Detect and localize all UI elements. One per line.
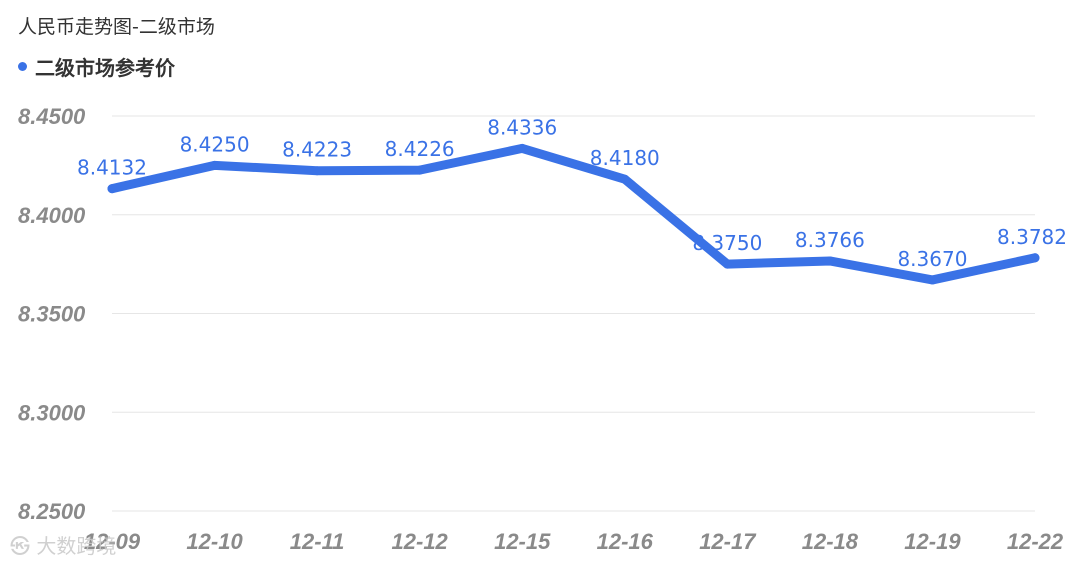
data-point[interactable] [312, 166, 322, 176]
x-tick-label: 12-12 [392, 529, 449, 554]
data-label: 8.4180 [590, 146, 660, 170]
data-point[interactable] [107, 184, 117, 194]
data-point[interactable] [927, 275, 937, 285]
data-label: 8.3766 [795, 228, 865, 252]
data-label: 8.4336 [487, 115, 557, 139]
x-tick-label: 12-10 [186, 529, 243, 554]
data-point[interactable] [415, 165, 425, 175]
data-point[interactable] [210, 160, 220, 170]
data-point[interactable] [825, 256, 835, 266]
data-label: 8.3670 [897, 247, 967, 271]
x-tick-label: 12-09 [84, 529, 141, 554]
x-tick-label: 12-15 [494, 529, 551, 554]
chart-title: 人民币走势图-二级市场 [18, 16, 215, 38]
x-tick-label: 12-11 [290, 529, 345, 554]
data-label: 8.3750 [692, 231, 762, 255]
series-line-layer [107, 143, 1040, 285]
grid-lines [112, 115, 1035, 512]
y-tick-label: 8.4000 [18, 203, 86, 228]
x-tick-label: 12-18 [802, 529, 859, 554]
x-axis-ticks: 12-09 12-10 12-11 12-12 12-15 12-16 12-17 12-18… [84, 529, 1064, 554]
y-tick-label: 8.2500 [18, 499, 86, 524]
data-point[interactable] [620, 174, 630, 184]
data-point[interactable] [517, 143, 527, 153]
watermark-logo: ㉿ 大数跨境 [10, 534, 117, 558]
data-labels: 8.4132 8.4250 8.4223 8.4226 8.4336 8.4180 8.37… [77, 115, 1067, 271]
data-label: 8.4226 [385, 137, 455, 161]
data-label: 8.4132 [77, 156, 147, 180]
data-label: 8.3782 [997, 225, 1067, 249]
series-line [107, 143, 1040, 285]
x-tick-label: 12-22 [1007, 529, 1064, 554]
x-tick-label: 12-16 [597, 529, 654, 554]
y-tick-label: 8.4500 [18, 104, 86, 129]
x-tick-label: 12-19 [904, 529, 961, 554]
y-tick-label: 8.3000 [18, 400, 86, 425]
legend[interactable]: 二级市场参考价 [18, 52, 175, 81]
y-axis-ticks: 8.4500 8.4000 8.3500 8.3000 8.2500 [18, 104, 86, 524]
y-tick-label: 8.3500 [18, 302, 86, 327]
data-label: 8.4223 [282, 138, 352, 162]
x-tick-label: 12-17 [699, 529, 757, 554]
data-point[interactable] [722, 259, 732, 269]
legend-label: 二级市场参考价 [35, 56, 175, 80]
legend-marker [18, 62, 27, 71]
data-label: 8.4250 [180, 132, 250, 156]
data-point[interactable] [1030, 253, 1040, 263]
